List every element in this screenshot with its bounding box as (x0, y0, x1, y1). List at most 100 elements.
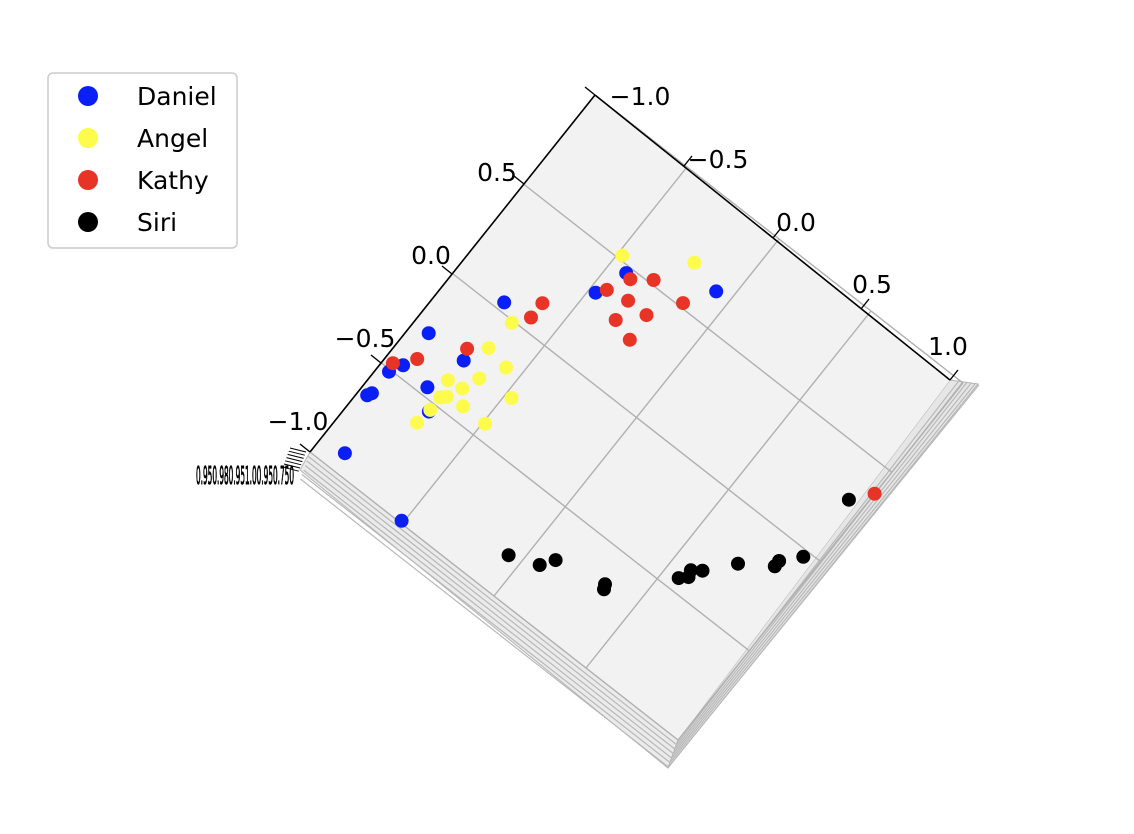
data-point-angel (433, 390, 448, 405)
axis2-tick-label: 0.5 (852, 270, 892, 299)
gridline (585, 310, 872, 669)
data-point-kathy (608, 313, 623, 327)
axis3-tick (287, 453, 304, 459)
data-point-kathy (410, 352, 425, 366)
legend-label-daniel: Daniel (137, 82, 217, 111)
axis-line-2 (594, 94, 951, 381)
pane-layer-line (301, 383, 976, 764)
data-point-siri (597, 582, 611, 597)
pane-layer-line (300, 384, 980, 768)
legend-marker-siri (78, 212, 98, 232)
data-points (337, 248, 882, 597)
axis1-tick-label: −0.5 (335, 324, 396, 353)
data-point-kathy (622, 332, 637, 347)
axis1-tick (513, 175, 525, 185)
data-point-siri (772, 554, 787, 568)
legend-label-kathy: Kathy (137, 166, 209, 195)
axis3-tick (282, 466, 299, 472)
legend: Daniel Angel Kathy Siri (47, 72, 238, 249)
data-point-daniel (360, 388, 375, 403)
axis1-tick (441, 265, 453, 275)
data-point-kathy (460, 341, 475, 356)
axis2-tick (949, 369, 959, 381)
data-point-angel (423, 402, 438, 417)
axis1-tick-label: 0.0 (411, 241, 451, 270)
axis1-tick (370, 354, 382, 364)
axis1-tick-label: −1.0 (610, 82, 671, 111)
legend-label-siri: Siri (137, 208, 177, 237)
data-point-kathy (621, 293, 636, 308)
data-point-angel (456, 399, 470, 414)
data-point-kathy (639, 308, 654, 323)
data-point-angel (472, 371, 487, 386)
axis2-tick (860, 298, 870, 310)
axis-line-1 (309, 94, 596, 453)
data-point-daniel (394, 513, 409, 528)
data-point-kathy (599, 282, 614, 297)
axis2-tick (683, 155, 693, 167)
data-point-angel (504, 391, 519, 405)
data-point-angel (455, 381, 470, 396)
axis2-tick (772, 227, 782, 239)
data-point-kathy (676, 296, 690, 311)
data-point-siri (796, 549, 811, 564)
pane-layer-line (304, 382, 968, 755)
axis1-tick-label: −1.0 (268, 407, 329, 436)
data-point-kathy (535, 296, 550, 311)
data-point-daniel (337, 446, 352, 461)
axis3-tick (283, 463, 301, 469)
pane-top (310, 95, 950, 740)
data-point-angel (499, 360, 513, 375)
axis3-ticks (282, 447, 307, 472)
axis3-tick (286, 457, 303, 463)
data-point-angel (615, 248, 630, 263)
axis2-tick-label: 0.0 (776, 208, 816, 237)
axis-3: 0.950.980.951.00.950.750 (196, 447, 307, 491)
plot-pane (299, 94, 980, 769)
axis2-tick-label: 1.0 (928, 332, 968, 361)
data-point-angel (410, 415, 425, 430)
legend-marker-angel (78, 128, 98, 148)
legend-marker-daniel (78, 86, 98, 106)
pane-layer-line (308, 380, 960, 746)
data-point-daniel (456, 353, 471, 368)
axis3-tick (288, 450, 305, 456)
data-point-angel (504, 315, 519, 330)
axis1-tick (299, 443, 311, 453)
axis2-tick-label: −0.5 (688, 145, 749, 174)
axis1-tick (584, 86, 596, 96)
data-point-daniel (588, 285, 603, 300)
legend-label-angel: Angel (137, 124, 208, 153)
axis-1: −1.0 −0.5 0.0 0.5 −1.0 (268, 82, 671, 453)
data-point-angel (687, 255, 702, 270)
gridline (594, 94, 964, 384)
gridline (677, 382, 964, 741)
axis1-tick-label: 0.5 (477, 158, 517, 187)
data-point-daniel (421, 326, 436, 341)
data-point-siri (695, 563, 710, 578)
data-point-angel (441, 373, 455, 388)
axis-2: −0.5 0.0 0.5 1.0 (683, 145, 968, 381)
legend-marker-kathy (78, 170, 98, 190)
data-point-siri (501, 548, 516, 563)
data-point-daniel (497, 295, 512, 310)
data-point-siri (731, 556, 745, 571)
data-point-kathy (867, 486, 882, 501)
data-point-daniel (709, 284, 724, 299)
data-point-kathy (524, 310, 538, 325)
data-point-kathy (385, 356, 400, 371)
pane-layer-line (303, 382, 972, 759)
data-point-kathy (623, 272, 638, 287)
data-point-angel (478, 416, 493, 431)
legend-frame (47, 72, 238, 249)
data-point-daniel (420, 380, 435, 395)
data-point-kathy (646, 273, 661, 287)
data-point-siri (841, 492, 856, 507)
data-point-siri (532, 558, 547, 572)
axis3-tick (285, 460, 302, 466)
axis3-tick (289, 447, 307, 453)
data-point-siri (548, 553, 563, 568)
gridline (523, 183, 893, 473)
axis3-tick-labels: 0.950.980.951.00.950.750 (196, 461, 294, 490)
